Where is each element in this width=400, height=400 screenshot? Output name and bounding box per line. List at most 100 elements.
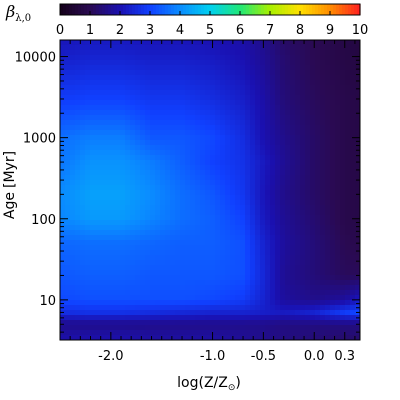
heatmap-cell [240, 70, 246, 76]
heatmap-cell [220, 255, 226, 261]
heatmap-cell [355, 250, 360, 256]
heatmap-cell [265, 195, 271, 201]
heatmap-cell [335, 310, 341, 316]
heatmap-cell [190, 300, 196, 306]
heatmap-cell [180, 220, 186, 226]
heatmap-cell [215, 185, 221, 191]
heatmap-cell [340, 140, 346, 146]
heatmap-cell [100, 250, 106, 256]
heatmap-cell [90, 155, 96, 161]
heatmap-cell [105, 140, 111, 146]
heatmap-cell [265, 115, 271, 121]
heatmap-cell [280, 95, 286, 101]
heatmap-cell [220, 280, 226, 286]
heatmap-cell [320, 260, 326, 266]
heatmap-cell [355, 150, 360, 156]
heatmap-cell [175, 185, 181, 191]
heatmap-cell [320, 90, 326, 96]
heatmap-cell [75, 285, 81, 291]
heatmap-cell [135, 175, 141, 181]
heatmap-cell [300, 260, 306, 266]
heatmap-cell [85, 295, 91, 301]
heatmap-cell [285, 150, 291, 156]
heatmap-cell [260, 60, 266, 66]
heatmap-cell [210, 70, 216, 76]
heatmap-cell [165, 150, 171, 156]
heatmap-cell [65, 105, 71, 111]
heatmap-cell [345, 210, 351, 216]
heatmap-cell [75, 230, 81, 236]
heatmap-cell [265, 80, 271, 86]
heatmap-cell [280, 310, 286, 316]
heatmap-cell [210, 215, 216, 221]
heatmap-cell [125, 260, 131, 266]
heatmap-cell [105, 285, 111, 291]
heatmap-cell [335, 155, 341, 161]
heatmap-cell [315, 235, 321, 241]
heatmap-cell [145, 45, 151, 51]
heatmap-cell [260, 210, 266, 216]
heatmap-cell [205, 120, 211, 126]
heatmap-cell [325, 125, 331, 131]
heatmap-cell [170, 220, 176, 226]
heatmap-cell [210, 190, 216, 196]
heatmap-cell [170, 105, 176, 111]
heatmap-cell [300, 315, 306, 321]
heatmap-cell [235, 110, 241, 116]
heatmap-cell [280, 120, 286, 126]
heatmap-cell [60, 250, 66, 256]
heatmap-cell [215, 240, 221, 246]
heatmap-cell [125, 270, 131, 276]
heatmap-cell [70, 110, 76, 116]
heatmap-cell [225, 95, 231, 101]
heatmap-cell [110, 190, 116, 196]
heatmap-cell [320, 75, 326, 81]
heatmap-cell [175, 190, 181, 196]
heatmap-cell [80, 40, 86, 46]
heatmap-cell [240, 285, 246, 291]
heatmap-cell [325, 225, 331, 231]
heatmap-cell [295, 240, 301, 246]
heatmap-cell [170, 255, 176, 261]
heatmap-cell [95, 275, 101, 281]
heatmap-cell [295, 40, 301, 46]
heatmap-cell [115, 160, 121, 166]
heatmap-cell [245, 50, 251, 56]
heatmap-cell [75, 325, 81, 331]
heatmap-cell [150, 80, 156, 86]
heatmap-cell [135, 145, 141, 151]
heatmap-cell [240, 140, 246, 146]
heatmap-cell [245, 320, 251, 326]
heatmap-cell [295, 170, 301, 176]
heatmap-cell [150, 310, 156, 316]
heatmap-cell [160, 120, 166, 126]
heatmap-cell [145, 155, 151, 161]
heatmap-cell [215, 270, 221, 276]
heatmap-cell [145, 235, 151, 241]
colorbar-tick-label: 5 [206, 23, 214, 38]
heatmap-cell [290, 80, 296, 86]
colorbar-segment [153, 4, 157, 15]
heatmap-cell [350, 245, 356, 251]
colorbar-segment [213, 4, 217, 15]
heatmap-cell [205, 70, 211, 76]
heatmap-cell [150, 165, 156, 171]
heatmap-cell [215, 275, 221, 281]
heatmap-cell [275, 195, 281, 201]
heatmap-cell [115, 245, 121, 251]
heatmap-cell [150, 290, 156, 296]
x-tick-label: -1.0 [200, 349, 225, 364]
heatmap-cell [270, 255, 276, 261]
heatmap-cell [335, 85, 341, 91]
heatmap-cell [355, 260, 360, 266]
heatmap-cell [225, 225, 231, 231]
heatmap-cell [140, 115, 146, 121]
heatmap-cell [115, 105, 121, 111]
heatmap-cell [80, 115, 86, 121]
heatmap-cell [335, 315, 341, 321]
heatmap-cell [205, 135, 211, 141]
heatmap-cell [300, 170, 306, 176]
heatmap-cell [155, 300, 161, 306]
heatmap-cell [225, 235, 231, 241]
heatmap-cell [185, 215, 191, 221]
